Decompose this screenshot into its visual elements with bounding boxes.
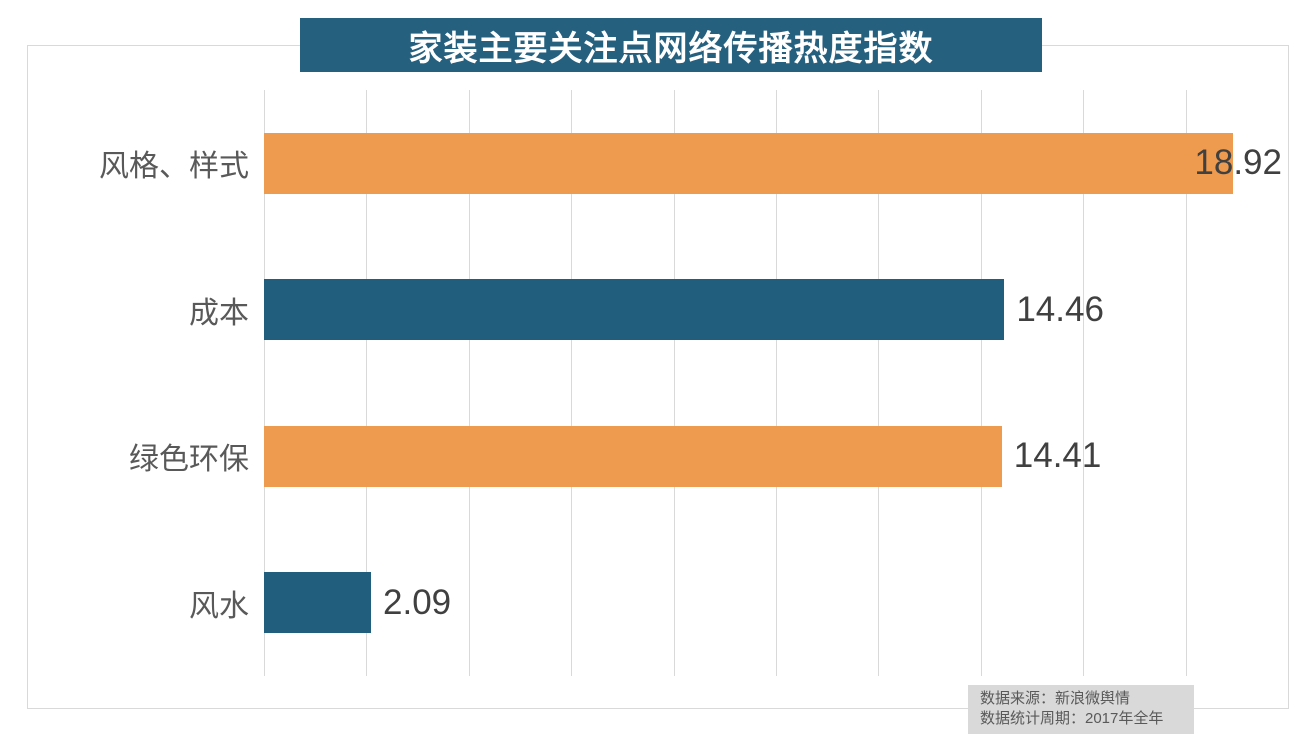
plot-area: 18.92 14.46 14.41 2.09 [264, 90, 1289, 676]
category-label: 风格、样式 [99, 150, 249, 184]
gridlines [264, 90, 1289, 676]
gridline [980, 90, 982, 676]
category-label: 绿色环保 [129, 443, 249, 477]
bar-row: 14.46 [264, 237, 1288, 384]
bar-rows: 18.92 14.46 14.41 2.09 [264, 90, 1288, 676]
gridline [468, 90, 470, 676]
gridline [264, 90, 265, 676]
gridline [1288, 90, 1289, 676]
bar-4 [264, 572, 371, 634]
bar-row: 18.92 [264, 90, 1288, 237]
source-line-2: 数据统计周期：2017年全年 [980, 710, 1164, 727]
gridline [878, 90, 880, 676]
category-label: 风水 [189, 589, 249, 623]
category-axis: 风格、样式成本绿色环保风水 [27, 90, 249, 676]
bar-1 [264, 132, 1233, 194]
value-label: 2.09 [383, 582, 452, 622]
gridline [366, 90, 368, 676]
value-label: 14.41 [1013, 436, 1102, 476]
bar-row: 2.09 [264, 530, 1288, 677]
value-label: 14.46 [1016, 289, 1104, 329]
source-note: 数据来源：新浪微舆情 数据统计周期：2017年全年 [968, 685, 1194, 734]
bar-2 [264, 279, 1005, 341]
chart-title: 家装主要关注点网络传播热度指数 [300, 18, 1042, 72]
gridline [1185, 90, 1187, 676]
gridline [571, 90, 573, 676]
bar-3 [264, 425, 1002, 487]
gridline [776, 90, 777, 676]
bar-row: 14.41 [264, 383, 1288, 530]
gridline [1083, 90, 1085, 676]
source-line-1: 数据来源：新浪微舆情 [980, 690, 1131, 707]
value-label: 18.92 [1194, 143, 1282, 183]
gridline [673, 90, 675, 676]
category-label: 成本 [189, 296, 249, 330]
